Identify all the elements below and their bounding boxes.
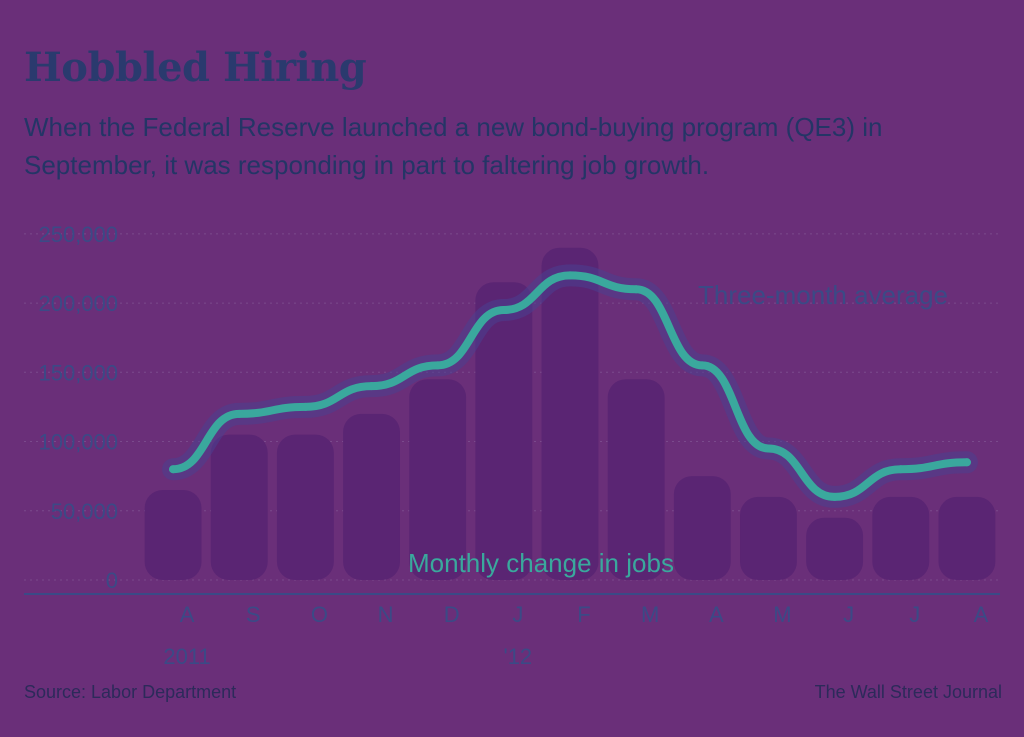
source-note: Source: Labor Department	[24, 682, 237, 702]
line-point	[896, 465, 905, 474]
bar	[409, 379, 467, 580]
x-tick-label: M	[641, 602, 659, 627]
y-tick-label: 250,000	[38, 222, 118, 247]
x-tick-label: J	[512, 602, 523, 627]
line-point	[169, 465, 178, 474]
annotations: Three-month average Monthly change in jo…	[408, 280, 948, 578]
x-axis-ticks: A S O N D J F M A M J J A 2011 '12	[163, 602, 988, 669]
bar	[806, 517, 864, 580]
y-axis-ticks: 250,000 200,000 150,000 100,000 50,000 0	[38, 222, 118, 593]
line-series-label: Three-month average	[698, 280, 948, 310]
bar	[673, 476, 731, 580]
line-point	[632, 285, 641, 294]
x-tick-label: A	[974, 602, 989, 627]
line-point	[301, 402, 310, 411]
bar-series-label: Monthly change in jobs	[408, 548, 674, 578]
bar	[740, 496, 797, 580]
line-point	[962, 458, 971, 467]
line-point	[764, 444, 773, 453]
bar	[144, 490, 202, 580]
x-tick-label: O	[311, 602, 328, 627]
line-point	[499, 306, 508, 314]
y-tick-label: 50,000	[51, 499, 118, 524]
x-tick-label: M	[773, 602, 791, 627]
bar	[475, 282, 533, 580]
average-line	[162, 264, 978, 508]
bar	[607, 379, 665, 580]
line-point	[830, 492, 839, 501]
x-tick-label: J	[843, 602, 854, 627]
y-tick-label: 100,000	[38, 430, 118, 455]
x-tick-label: S	[246, 602, 261, 627]
line-point	[698, 361, 707, 370]
year-label: '12	[504, 644, 533, 669]
y-tick-label: 0	[106, 568, 118, 593]
line-point	[566, 271, 574, 280]
credit-note: The Wall Street Journal	[814, 682, 1002, 702]
bar	[541, 247, 599, 580]
bar	[276, 434, 334, 580]
bars	[144, 247, 996, 580]
line-point	[433, 361, 442, 370]
bar	[210, 434, 268, 580]
bar	[938, 496, 996, 580]
y-tick-label: 200,000	[38, 291, 118, 316]
line-point	[367, 382, 376, 391]
bar	[343, 413, 400, 580]
year-label: 2011	[163, 644, 210, 669]
chart-title: Hobbled Hiring	[24, 44, 367, 91]
x-tick-label: D	[444, 602, 460, 627]
x-tick-label: A	[180, 602, 195, 627]
x-tick-label: A	[709, 602, 724, 627]
x-tick-label: J	[909, 602, 920, 627]
x-tick-label: F	[577, 602, 590, 627]
x-tick-label: N	[378, 602, 394, 627]
line-point	[235, 409, 244, 418]
y-tick-label: 150,000	[38, 360, 118, 385]
bar	[872, 496, 930, 580]
chart-subtitle: When the Federal Reserve launched a new …	[24, 112, 883, 180]
